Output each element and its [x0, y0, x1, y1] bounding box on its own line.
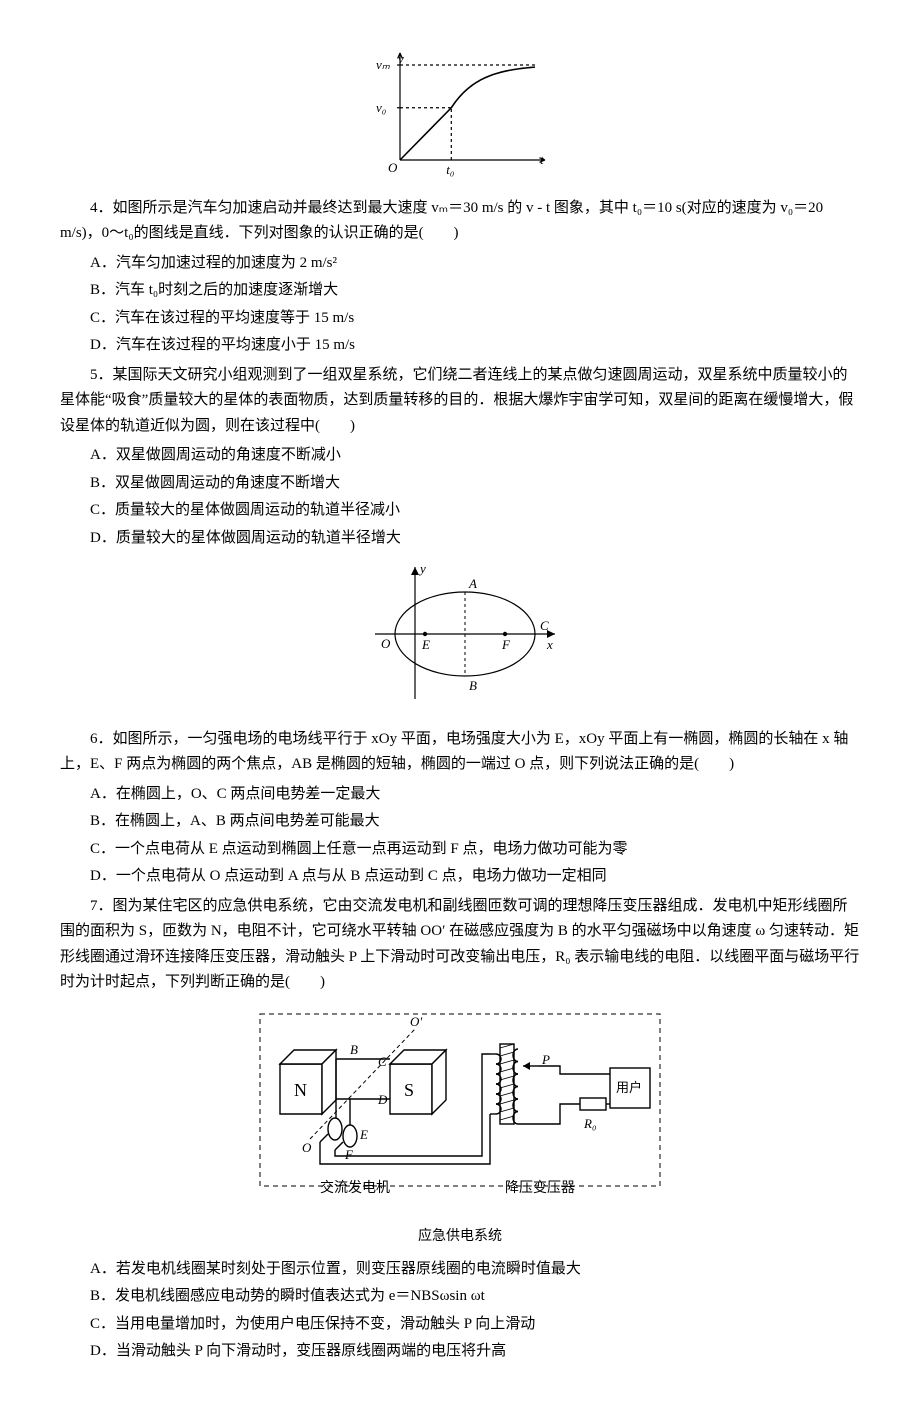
q5-option-d: D．质量较大的星体做圆周运动的轨道半径增大: [60, 526, 860, 552]
svg-text:F: F: [344, 1147, 354, 1162]
svg-text:R₀: R₀: [583, 1116, 596, 1131]
svg-text:t: t: [540, 152, 544, 167]
svg-text:O: O: [302, 1140, 312, 1155]
q4-chart: v t vₘ v₀ t₀ O: [370, 48, 550, 178]
q6-option-d: D．一个点电荷从 O 点运动到 A 点与从 B 点运动到 C 点，电场力做功一定…: [60, 864, 860, 890]
q5-stem: 5．某国际天文研究小组观测到了一组双星系统，它们绕二者连线上的某点做匀速圆周运动…: [60, 363, 860, 440]
q6-option-b: B．在椭圆上，A、B 两点间电势差可能最大: [60, 809, 860, 835]
q4-stem: 4．如图所示是汽车匀加速启动并最终达到最大速度 vₘ＝30 m/s 的 v - …: [60, 196, 860, 247]
q6-option-a: A．在椭圆上，O、C 两点间电势差一定最大: [60, 782, 860, 808]
q6-option-c: C．一个点电荷从 E 点运动到椭圆上任意一点再运动到 F 点，电场力做功可能为零: [60, 837, 860, 863]
svg-text:A: A: [468, 576, 477, 591]
svg-text:x: x: [546, 637, 553, 652]
q7-option-b: B．发电机线圈感应电动势的瞬时值表达式为 e＝NBSωsin ωt: [60, 1284, 860, 1310]
svg-text:E: E: [421, 637, 430, 652]
svg-text:P: P: [541, 1052, 550, 1067]
q6-stem: 6．如图所示，一匀强电场的电场线平行于 xOy 平面，电场强度大小为 E，xOy…: [60, 727, 860, 778]
svg-text:N: N: [294, 1080, 307, 1100]
svg-text:S: S: [404, 1080, 414, 1100]
q6-chart: y x A B C O E F: [355, 559, 565, 709]
svg-text:用户: 用户: [616, 1080, 642, 1095]
q7-figure: NSBCDO'OEFPR₀用户交流发电机降压变压器 应急供电系统: [60, 1004, 860, 1249]
q7-option-a: A．若发电机线圈某时刻处于图示位置，则变压器原线圈的电流瞬时值最大: [60, 1257, 860, 1283]
svg-text:v₀: v₀: [376, 100, 386, 115]
svg-text:交流发电机: 交流发电机: [320, 1179, 390, 1196]
svg-text:v: v: [398, 51, 404, 66]
q6-figure: y x A B C O E F: [60, 559, 860, 719]
svg-text:O: O: [381, 636, 391, 651]
svg-text:E: E: [359, 1127, 368, 1142]
q7-caption: 应急供电系统: [60, 1225, 860, 1249]
q4-option-a: A．汽车匀加速过程的加速度为 2 m/s²: [60, 251, 860, 277]
svg-text:y: y: [418, 561, 426, 576]
svg-text:D: D: [377, 1092, 388, 1107]
svg-text:B: B: [350, 1042, 358, 1057]
q7-option-c: C．当用电量增加时，为使用户电压保持不变，滑动触头 P 向上滑动: [60, 1312, 860, 1338]
svg-text:O': O': [410, 1014, 422, 1029]
svg-text:降压变压器: 降压变压器: [505, 1180, 575, 1196]
q4-option-d: D．汽车在该过程的平均速度小于 15 m/s: [60, 333, 860, 359]
q7-chart: NSBCDO'OEFPR₀用户交流发电机降压变压器: [250, 1004, 670, 1214]
svg-text:C: C: [540, 618, 549, 633]
svg-text:vₘ: vₘ: [376, 57, 391, 72]
q4-option-c: C．汽车在该过程的平均速度等于 15 m/s: [60, 306, 860, 332]
q5-option-a: A．双星做圆周运动的角速度不断减小: [60, 443, 860, 469]
q5-option-b: B．双星做圆周运动的角速度不断增大: [60, 471, 860, 497]
q4-option-b: B．汽车 t₀时刻之后的加速度逐渐增大: [60, 278, 860, 304]
svg-text:O: O: [388, 160, 398, 175]
q7-stem: 7．图为某住宅区的应急供电系统，它由交流发电机和副线圈匝数可调的理想降压变压器组…: [60, 894, 860, 996]
q5-option-c: C．质量较大的星体做圆周运动的轨道半径减小: [60, 498, 860, 524]
svg-text:F: F: [501, 637, 511, 652]
q4-figure: v t vₘ v₀ t₀ O: [60, 48, 860, 188]
q7-option-d: D．当滑动触头 P 向下滑动时，变压器原线圈两端的电压将升高: [60, 1339, 860, 1365]
svg-text:B: B: [469, 678, 477, 693]
svg-text:t₀: t₀: [446, 162, 454, 177]
